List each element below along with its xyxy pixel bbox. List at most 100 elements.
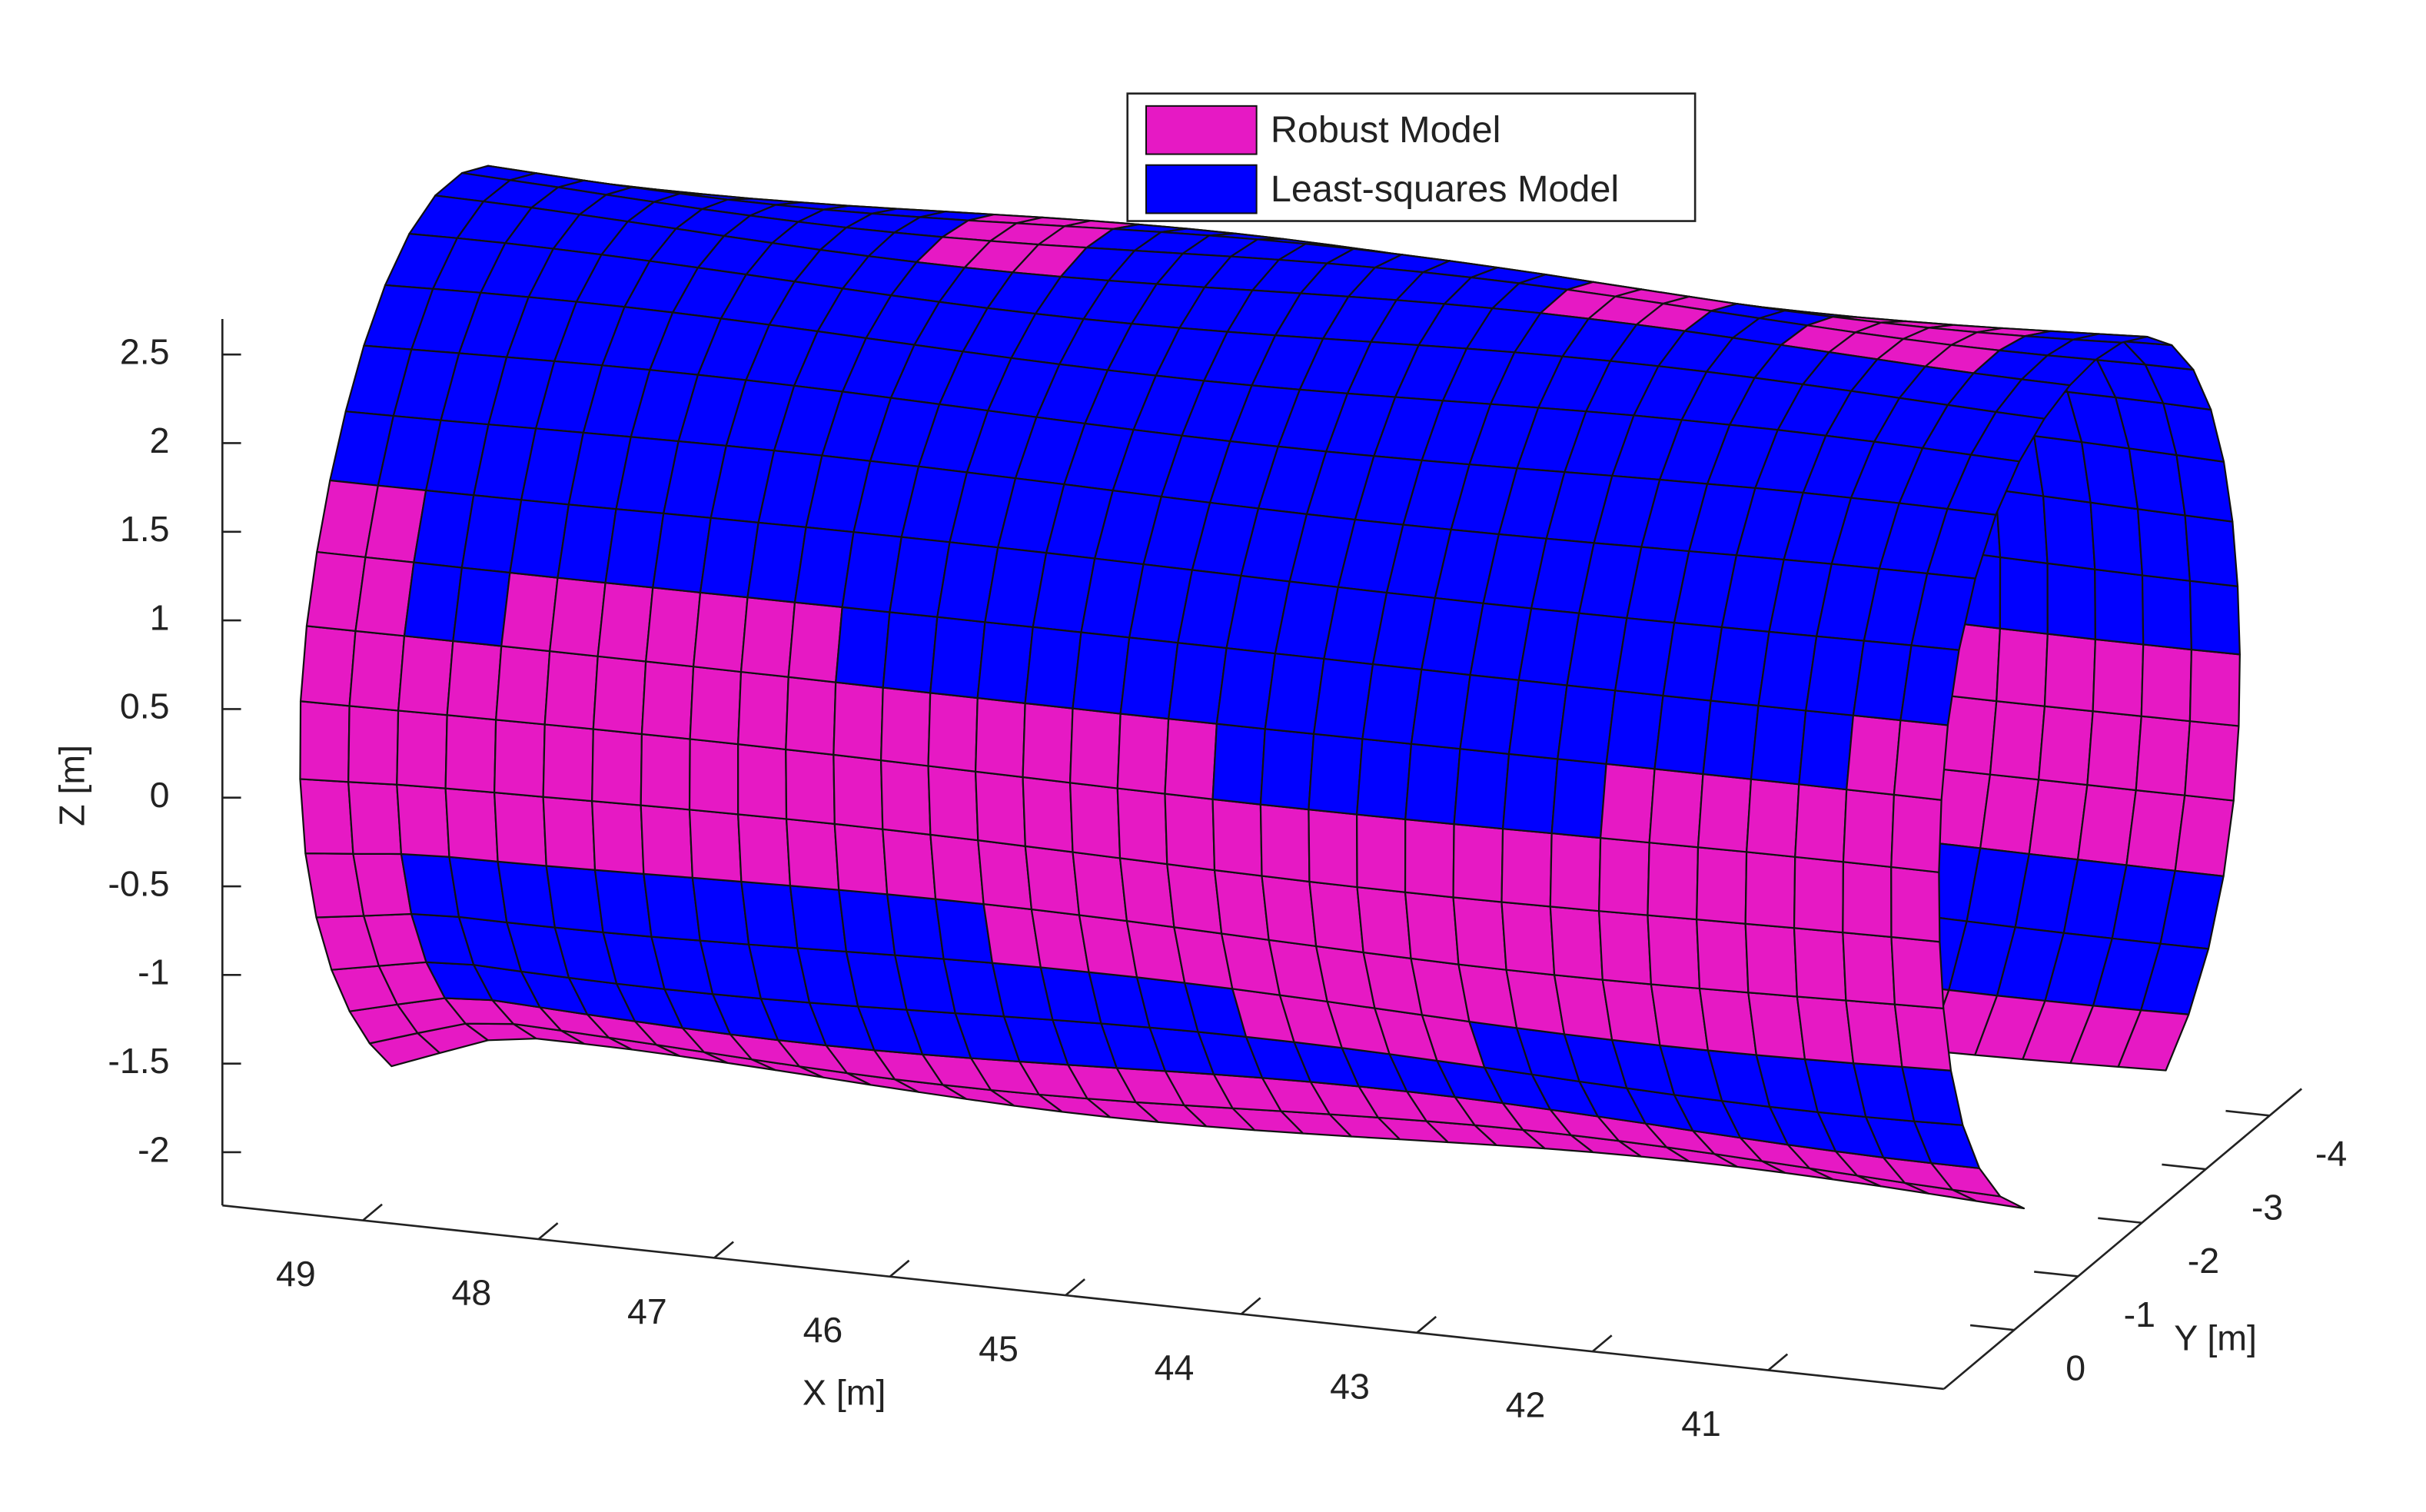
surface-patch bbox=[1747, 992, 1806, 1061]
surface-patch bbox=[1744, 851, 1796, 929]
surface-patch bbox=[1166, 862, 1223, 935]
surface-patch bbox=[927, 692, 979, 773]
x-tick bbox=[1591, 1334, 1613, 1353]
surface-patch bbox=[1308, 733, 1364, 816]
surface-patch bbox=[929, 833, 985, 906]
surface-patch bbox=[1024, 626, 1082, 709]
z-tick-label: 0 bbox=[150, 775, 170, 815]
surface-patch bbox=[1989, 700, 2046, 781]
legend-label: Least-squares Model bbox=[1271, 168, 1619, 210]
surface-patch bbox=[542, 723, 594, 803]
y-tick-label: -2 bbox=[2188, 1241, 2219, 1281]
surface-patch bbox=[2184, 720, 2240, 802]
y-axis-label: Y [m] bbox=[2174, 1318, 2257, 1357]
surface-patch bbox=[545, 865, 604, 934]
surface-patch bbox=[1845, 999, 1903, 1068]
surface-patch bbox=[2184, 514, 2239, 587]
surface-patch bbox=[396, 709, 448, 789]
surface-patch bbox=[1356, 813, 1407, 893]
surface-patch bbox=[1890, 793, 1942, 873]
surface bbox=[299, 164, 2241, 1210]
surface-patch bbox=[1995, 489, 2049, 564]
y-tick bbox=[2034, 1271, 2079, 1278]
z-axis-label: Z [m] bbox=[52, 745, 91, 826]
surface-patch bbox=[2135, 715, 2192, 796]
surface-patch bbox=[1842, 789, 1896, 869]
surface-patch bbox=[688, 809, 743, 883]
surface-patch bbox=[1793, 856, 1845, 934]
surface-patch bbox=[2086, 710, 2142, 792]
y-tick bbox=[2225, 1109, 2270, 1117]
surface-patch bbox=[1842, 861, 1893, 939]
surface-patch bbox=[549, 577, 606, 657]
surface-patch bbox=[1796, 995, 1855, 1065]
x-tick-label: 45 bbox=[979, 1329, 1019, 1369]
surface-patch bbox=[1846, 714, 1902, 796]
surface-patch bbox=[1842, 932, 1896, 1005]
surface-patch bbox=[452, 567, 511, 647]
surface-patch bbox=[2042, 495, 2096, 570]
surface-patch bbox=[833, 822, 889, 896]
surface-patch bbox=[2117, 1009, 2190, 1072]
x-tick-label: 47 bbox=[627, 1291, 667, 1331]
surface-patch bbox=[543, 650, 599, 730]
y-tick bbox=[1969, 1324, 2015, 1331]
surface-patch bbox=[2046, 562, 2097, 640]
surface-patch bbox=[1557, 684, 1617, 765]
surface-patch bbox=[1996, 627, 2049, 707]
x-tick-label: 46 bbox=[803, 1310, 843, 1350]
surface-patch bbox=[1890, 866, 1941, 943]
z-tick-label: -2 bbox=[138, 1129, 169, 1169]
surface-patch bbox=[444, 787, 499, 862]
surface-patch bbox=[640, 733, 691, 811]
x-tick bbox=[1767, 1353, 1789, 1371]
z-tick-label: 1.5 bbox=[120, 509, 170, 549]
surface-patch bbox=[1308, 880, 1364, 954]
surface-patch bbox=[879, 686, 932, 767]
surface-patch bbox=[1404, 743, 1461, 826]
surface-patch bbox=[299, 700, 351, 783]
surface-patch bbox=[347, 781, 403, 856]
x-tick-label: 48 bbox=[452, 1273, 492, 1313]
surface-patch bbox=[785, 818, 840, 891]
surface-patch bbox=[838, 889, 896, 956]
surface-patch bbox=[494, 791, 547, 867]
surface-patch bbox=[593, 869, 653, 938]
surface-patch bbox=[643, 872, 701, 942]
y-tick-label: -3 bbox=[2252, 1187, 2283, 1227]
surface-patch bbox=[494, 719, 546, 798]
surface-patch bbox=[1605, 690, 1664, 770]
surface-patch bbox=[1653, 694, 1712, 776]
surface-patch bbox=[1072, 631, 1131, 715]
surface-patch bbox=[2137, 508, 2192, 582]
surface-patch bbox=[1261, 875, 1318, 948]
surface-patch bbox=[1647, 842, 1700, 921]
surface-patch bbox=[1453, 748, 1510, 830]
surface-patch bbox=[640, 660, 695, 740]
surface-patch bbox=[785, 676, 837, 756]
surface-patch bbox=[785, 748, 836, 826]
surface-patch bbox=[1899, 644, 1960, 726]
surface-patch bbox=[1452, 822, 1504, 903]
x-tick-label: 44 bbox=[1155, 1348, 1195, 1387]
surface-patch bbox=[1702, 700, 1760, 780]
surface-patch bbox=[500, 571, 559, 653]
surface-patch bbox=[1404, 818, 1455, 899]
legend: Robust Model Least-squares Model bbox=[1126, 92, 1697, 222]
surface-patch bbox=[737, 813, 792, 887]
surface-patch bbox=[882, 828, 937, 900]
x-tick-label: 43 bbox=[1330, 1366, 1370, 1406]
legend-label: Robust Model bbox=[1271, 109, 1501, 151]
surface-patch bbox=[299, 778, 354, 855]
surface-patch bbox=[1024, 845, 1081, 916]
surface-patch bbox=[2174, 794, 2235, 877]
surface-patch bbox=[1650, 983, 1710, 1052]
surface-patch bbox=[1793, 927, 1847, 1002]
surface-patch bbox=[2188, 580, 2241, 656]
surface-patch bbox=[929, 616, 986, 700]
z-tick-label: 0.5 bbox=[120, 686, 170, 726]
surface-patch bbox=[2094, 568, 2145, 646]
y-tick-label: -1 bbox=[2124, 1294, 2155, 1334]
surface-patch bbox=[347, 705, 400, 786]
surface-patch bbox=[542, 796, 597, 871]
